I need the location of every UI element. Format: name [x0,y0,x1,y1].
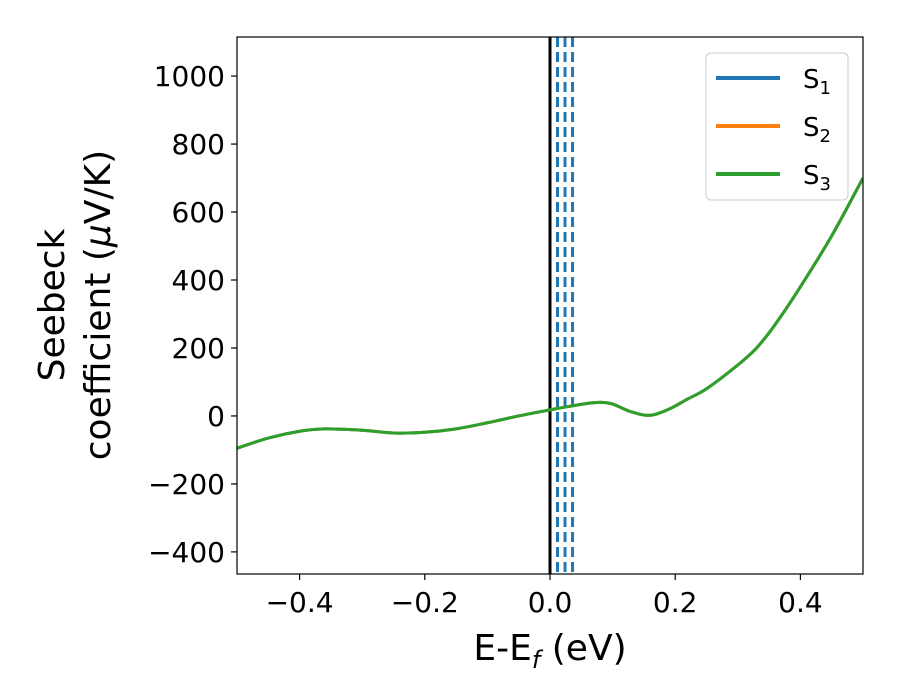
series-layer [237,177,863,450]
y-tick-label: −200 [148,468,225,501]
y-axis-title-mu: μ [78,224,119,248]
x-axis-title-unit: (eV) [540,628,626,669]
x-tick-label: 0.2 [653,586,698,619]
y-axis-title-line2: coefficient (μV/K) [78,150,119,460]
y-tick-label: 200 [172,332,225,365]
x-axis-title: E-Ef (eV) [473,628,626,674]
series-line-s3 [237,177,863,450]
y-axis-title-line2-post: V/K) [78,150,119,224]
y-tick-label: 600 [172,196,225,229]
y-tick-label: 0 [207,400,225,433]
legend-label-s1: S1 [803,65,831,99]
y-tick-label: 400 [172,264,225,297]
y-tick-label: 800 [172,128,225,161]
legend: S1 S2 S3 [705,52,849,201]
x-axis-title-main: E-E [473,628,531,669]
x-axis-ticks: −0.4 −0.2 0.0 0.2 0.4 [266,574,823,619]
legend-items: S1 S2 S3 [716,65,831,195]
x-tick-label: −0.2 [391,586,459,619]
x-tick-label: 0.0 [528,586,573,619]
legend-label-s2: S2 [803,113,831,147]
vertical-lines [548,37,575,574]
y-axis-title-line2-pre: coefficient ( [78,247,119,460]
x-tick-label: −0.4 [266,586,334,619]
y-axis-title: Seebeck coefficient (μV/K) [32,150,119,460]
y-tick-label: −400 [148,536,225,569]
y-tick-label: 1000 [154,60,225,93]
legend-label-s3: S3 [803,161,831,195]
x-tick-label: 0.4 [778,586,823,619]
y-axis-ticks: −400 −200 0 200 400 600 800 1000 [148,60,237,569]
y-axis-title-line1: Seebeck [32,228,73,381]
